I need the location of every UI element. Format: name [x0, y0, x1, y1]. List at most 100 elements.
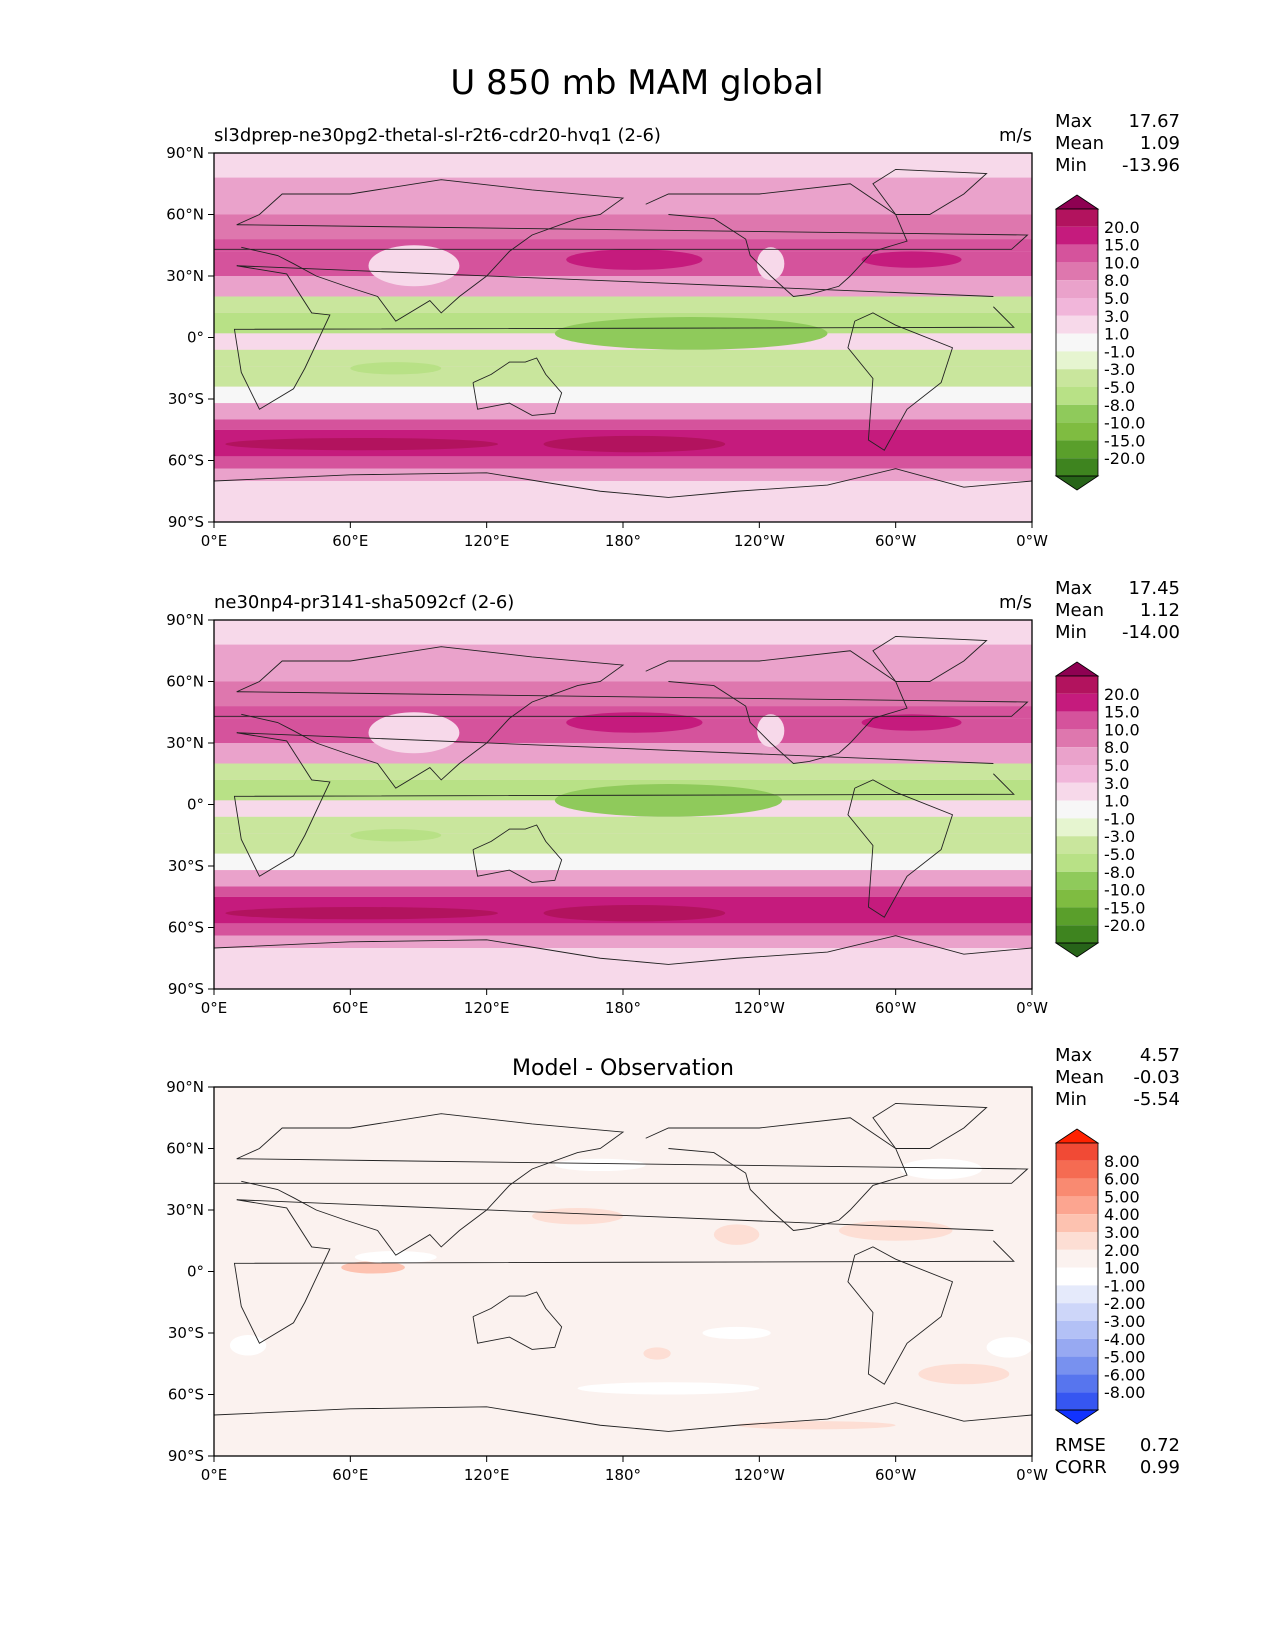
y-tick-label: 60°S: [168, 452, 204, 470]
contour-region: [350, 362, 442, 375]
colorbar-segment: [1056, 1374, 1098, 1393]
colorbar-label: -10.0: [1104, 414, 1145, 433]
colorbar-label: -4.00: [1104, 1330, 1145, 1349]
coastline: [847, 1246, 954, 1385]
contour-region: [554, 317, 828, 350]
colorbar-segment: [1056, 907, 1098, 926]
corr-label: CORR: [1055, 1457, 1107, 1478]
colorbar-label: -1.0: [1104, 809, 1135, 828]
map-field: [214, 153, 1032, 522]
colorbar-label: 10.0: [1104, 720, 1140, 739]
colorbar-extend-top: [1054, 194, 1100, 210]
y-tick-label: 90°S: [168, 1447, 204, 1465]
contour-band: [214, 763, 1032, 780]
contour-band: [214, 853, 1032, 871]
coastline: [214, 935, 1032, 965]
y-tick-label: 60°S: [168, 919, 204, 937]
colorbar-label: -2.00: [1104, 1294, 1145, 1313]
colorbar-label: -6.00: [1104, 1365, 1145, 1384]
contour-region: [713, 1224, 760, 1245]
colorbar-extend-bottom: [1054, 475, 1100, 491]
contour-region: [838, 1220, 953, 1241]
panel-title: Model - Observation: [512, 1056, 734, 1081]
contour-region: [543, 904, 726, 922]
colorbar-label: -15.0: [1104, 431, 1145, 450]
contour-region: [225, 437, 499, 451]
colorbar-label: -3.0: [1104, 360, 1135, 379]
stat-label: Mean: [1055, 133, 1104, 154]
colorbar-label: 15.0: [1104, 703, 1140, 722]
colorbar-label: -15.0: [1104, 898, 1145, 917]
map-field: [214, 1087, 1032, 1456]
contour-region: [861, 714, 962, 731]
stat-label: Min: [1055, 1089, 1087, 1110]
coastline: [214, 468, 1032, 498]
contour-band: [214, 468, 1032, 481]
contour-band: [214, 177, 1032, 215]
colorbar-segment: [1056, 854, 1098, 872]
colorbar-frame: [1055, 675, 1099, 944]
x-tick-label: 60°W: [875, 1466, 917, 1484]
colorbar-segment: [1056, 676, 1098, 694]
colorbar-extend-bottom: [1054, 1409, 1100, 1425]
y-tick-label: 0°: [187, 1263, 204, 1281]
map-panel-1: 0°E 60°E 120°E 180° 120°W 60°W 0°W 90°N 60°N 30°N…: [166, 111, 1180, 550]
contour-region: [354, 1251, 437, 1264]
rmse-value: 0.72: [1140, 1435, 1180, 1456]
colorbar-segment: [1056, 422, 1098, 441]
coastline: [872, 1102, 988, 1149]
colorbar-segment: [1056, 1285, 1098, 1304]
contour-region: [532, 1207, 623, 1225]
contour-band: [214, 386, 1032, 404]
colorbar-segment: [1056, 404, 1098, 423]
coastline: [214, 179, 1029, 322]
colorbar-label: 1.0: [1104, 325, 1129, 344]
x-tick-label: 120°W: [734, 532, 785, 550]
x-tick-label: 0°W: [1016, 999, 1048, 1017]
contour-band: [214, 481, 1032, 522]
colorbar-segment: [1056, 871, 1098, 890]
stat-label: Min: [1055, 622, 1087, 643]
colorbar-label: 1.0: [1104, 792, 1129, 811]
coastline: [645, 650, 908, 764]
x-tick-label: 180°: [605, 532, 641, 550]
colorbar: 8.006.005.004.003.002.001.00-1.00-2.00-3…: [1054, 1128, 1145, 1425]
coastline: [233, 265, 1015, 410]
contour-region: [702, 1326, 771, 1340]
y-tick-label: 30°S: [168, 1324, 204, 1342]
map-field: [214, 620, 1032, 989]
rmse-label: RMSE: [1055, 1435, 1106, 1456]
x-tick-label: 120°E: [464, 999, 510, 1017]
map-panel-3: 0°E 60°E 120°E 180° 120°W 60°W 0°W 90°N 60°N 30°N…: [166, 1045, 1180, 1484]
contour-band: [214, 296, 1032, 313]
x-tick-label: 120°E: [464, 532, 510, 550]
x-tick-label: 0°W: [1016, 532, 1048, 550]
colorbar-segment: [1056, 836, 1098, 854]
coastline: [472, 824, 563, 883]
colorbar-segment: [1056, 1196, 1098, 1215]
contour-band: [214, 403, 1032, 420]
y-tick-label: 0°: [187, 796, 204, 814]
stat-value: -0.03: [1133, 1067, 1180, 1088]
colorbar-segment: [1056, 818, 1098, 837]
colorbar-segment: [1056, 1321, 1098, 1339]
colorbar-label: 4.00: [1104, 1205, 1140, 1224]
colorbar-label: 3.00: [1104, 1223, 1140, 1242]
contour-region: [577, 1382, 760, 1395]
colorbar-segment: [1056, 765, 1098, 783]
colorbar-segment: [1056, 333, 1098, 352]
stat-value: -14.00: [1122, 622, 1180, 643]
colorbar-segment: [1056, 1160, 1098, 1179]
x-tick-label: 0°E: [201, 532, 228, 550]
colorbar-segment: [1056, 925, 1098, 943]
x-tick-label: 0°E: [201, 1466, 228, 1484]
colorbar-label: -1.0: [1104, 342, 1135, 361]
colorbar-segment: [1056, 1214, 1098, 1232]
colorbar-label: 8.00: [1104, 1152, 1140, 1171]
y-tick-label: 60°N: [166, 1140, 204, 1158]
contour-band: [214, 816, 1032, 834]
map-background: [214, 1087, 1032, 1456]
y-tick-label: 90°S: [168, 513, 204, 531]
map-panel-2: 0°E 60°E 120°E 180° 120°W 60°W 0°W 90°N 60°N 30°N…: [166, 578, 1180, 1017]
contour-band: [214, 948, 1032, 989]
